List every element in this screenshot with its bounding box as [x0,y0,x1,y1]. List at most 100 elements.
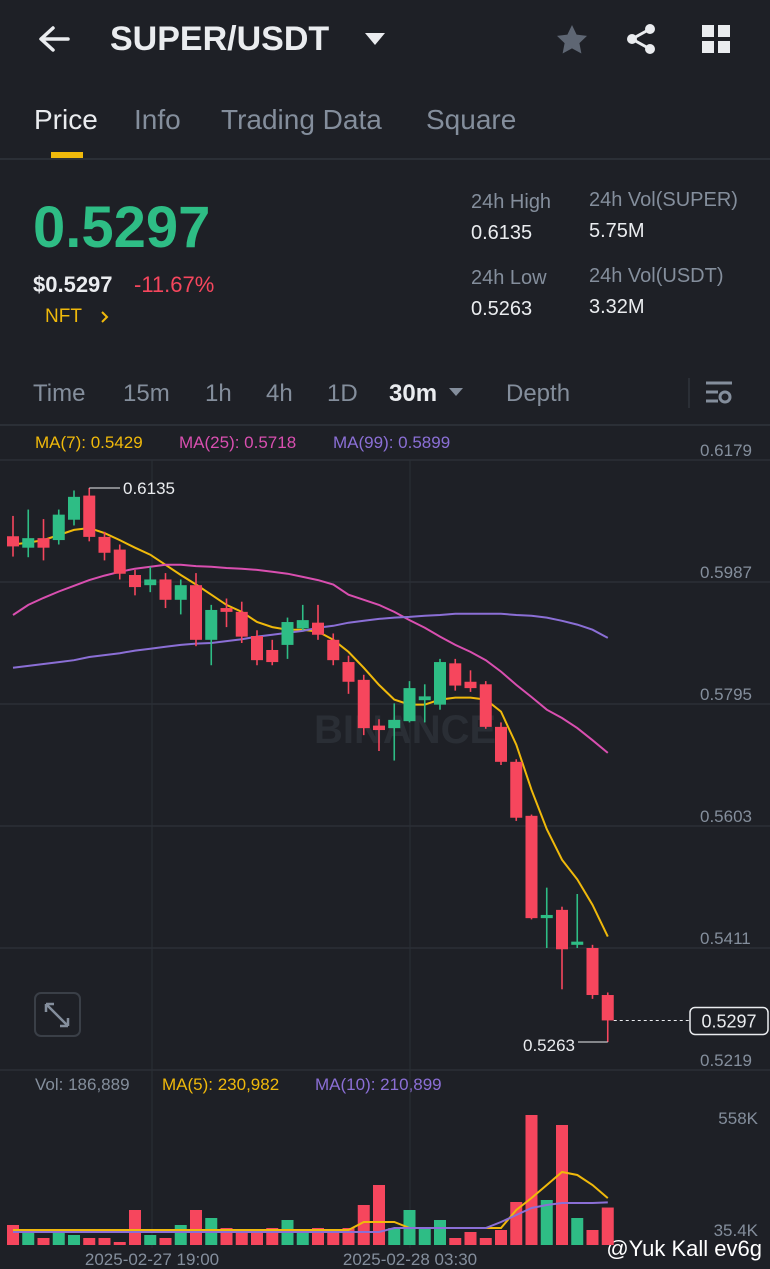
candle-body [98,536,111,553]
share-icon[interactable] [624,22,658,56]
interval[interactable]: 1D [327,380,358,407]
tag[interactable]: NFT [45,306,82,327]
volume-bar [159,1238,172,1245]
candle-body [479,684,492,727]
volume-bar [113,1242,126,1245]
stat-label: 24h Vol(USDT) [589,265,724,287]
stat-label: 24h Vol(SUPER) [589,189,738,211]
volume-bar [571,1218,584,1245]
pair-dropdown[interactable] [364,32,386,46]
interval-active[interactable]: 30m [389,380,438,407]
candle-body [601,995,614,1021]
last-price: 0.5297 [33,195,211,260]
volume-bar [556,1125,568,1245]
ma-line [13,1201,608,1233]
candle-body [129,575,141,588]
candle-body [266,649,279,663]
candle-body [37,538,50,548]
vol-legend: Vol: 186,889 [35,1075,130,1094]
back-button[interactable] [36,24,72,54]
grid-icon[interactable] [701,24,733,56]
last-price-box [689,1006,769,1036]
y-tick-label: 0.5795 [700,685,752,704]
candle-body [22,538,35,548]
interval-dropdown[interactable] [448,387,464,397]
volume-bar [83,1238,96,1245]
volume-bar [7,1225,19,1245]
interval[interactable]: 1h [205,380,232,407]
x-tick-label: 2025-02-28 03:30 [343,1250,477,1269]
volume-bar [37,1238,50,1245]
ma-legend: MA(25): 0.5718 [179,433,296,452]
volume-bar [586,1230,599,1245]
favorite-icon[interactable] [555,23,589,55]
candle-body [388,719,401,729]
ma-line [12,526,609,938]
settings-icon[interactable] [704,380,734,406]
candle-body [159,579,172,600]
candle-body [373,725,385,731]
volume-bar [464,1232,477,1245]
divider [0,158,770,160]
candle-body [281,622,294,645]
interval[interactable]: Depth [506,380,571,407]
y-tick-label: 0.5987 [700,563,752,582]
x-tick-label: 2025-02-27 19:00 [85,1250,219,1269]
low-label: 0.5263 [523,1036,575,1055]
stat-value: 3.32M [589,296,645,318]
volume-bar [525,1115,538,1245]
candle-body [403,688,416,722]
divider [0,424,770,426]
tab[interactable]: Square [426,104,517,135]
tab[interactable]: Price [34,104,98,135]
interval[interactable]: Time [33,380,86,407]
stat-label: 24h Low [471,267,547,289]
candle-body [495,726,507,762]
volume-bar [449,1238,462,1245]
candle-body [540,914,553,919]
volume-bar [373,1185,385,1245]
volume-bar [190,1210,202,1245]
candle-body [190,585,202,640]
stat-value: 5.75M [589,220,645,242]
candle-body [357,679,370,729]
candle-body [251,636,263,661]
tab[interactable]: Trading Data [221,104,382,135]
candle-body [464,681,477,689]
candle-body [571,941,584,945]
fullscreen-icon [44,1002,70,1028]
candle-body [312,622,324,635]
vol-tick-label: 558K [718,1109,758,1128]
credit: @Yuk Kall ev6g [606,1236,762,1261]
volume-bar [327,1232,340,1245]
volume-bar [174,1225,187,1245]
last-price-label: 0.5297 [701,1011,756,1031]
candle-body [205,609,218,640]
candle-body [174,585,187,600]
candle-body [525,815,538,919]
candle-body [52,514,65,541]
volume-bar [251,1230,263,1245]
candle-body [83,495,96,537]
candle-body [510,761,523,818]
interval[interactable]: 4h [266,380,293,407]
candle-body [144,579,157,586]
interval[interactable]: 15m [123,380,170,407]
volume-bar [540,1200,553,1245]
fullscreen-button[interactable] [34,992,81,1037]
ma-legend: MA(99): 0.5899 [333,433,450,452]
y-tick-label: 0.5603 [700,807,752,826]
volume-bar [68,1235,80,1245]
volume-bar [129,1210,141,1245]
volume-bar [510,1202,523,1245]
vol-legend: MA(10): 210,899 [315,1075,442,1094]
y-tick-label: 0.5411 [700,929,751,948]
volume-bar [434,1220,446,1245]
pair-title[interactable]: SUPER/USDT [110,20,330,58]
candle-body [235,611,248,637]
tab[interactable]: Info [134,104,181,135]
y-tick-label: 0.5219 [700,1051,752,1070]
tag-arrow [101,311,109,323]
stat-value: 0.5263 [471,298,533,320]
